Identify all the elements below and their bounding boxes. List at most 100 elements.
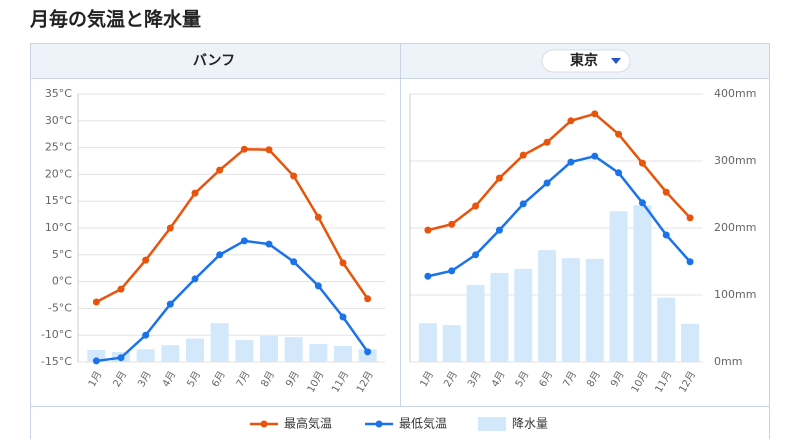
precip-bar <box>136 349 155 362</box>
dropdown-arrow[interactable] <box>611 58 621 64</box>
legend-label: 降水量 <box>512 417 548 431</box>
temp-point <box>543 179 551 187</box>
precip-bar <box>334 345 352 362</box>
temp-point <box>290 258 298 266</box>
temp-point <box>314 213 322 221</box>
temp-point <box>472 251 480 259</box>
tick-label: 0mm <box>714 355 742 368</box>
temp-point <box>519 151 527 159</box>
temp-point <box>216 251 224 259</box>
city-dropdown[interactable] <box>541 49 631 73</box>
temp-point <box>92 298 100 306</box>
tick-label: 100mm <box>714 288 756 301</box>
temp-point <box>166 300 174 308</box>
temp-point <box>472 202 480 210</box>
temp-point <box>191 275 199 283</box>
tick-label: 300mm <box>714 154 756 167</box>
temp-point <box>424 272 432 280</box>
precip-bar <box>561 258 580 362</box>
page-title: 月毎の気温と降水量 <box>29 8 201 31</box>
precip-bar <box>442 325 461 362</box>
precip-bar <box>466 284 485 362</box>
temp-point <box>339 259 347 267</box>
chart-title: 東京 <box>570 52 598 69</box>
tick-label: 200mm <box>714 221 756 234</box>
temp-point <box>448 220 456 228</box>
temp-point <box>117 285 125 293</box>
precip-bar <box>161 345 180 362</box>
temp-point <box>364 295 372 303</box>
temp-point <box>117 354 125 362</box>
tick-label: 400mm <box>714 87 756 100</box>
precip-bar <box>186 338 204 362</box>
temp-point <box>290 172 298 180</box>
precip-bar <box>538 250 557 362</box>
tick-label: 10°C <box>45 221 72 234</box>
precip-bar <box>585 258 604 362</box>
temp-point <box>265 146 273 154</box>
temp-point <box>314 282 322 290</box>
temp-line <box>96 239 369 363</box>
temp-point <box>495 226 503 234</box>
precip-bar <box>418 323 437 362</box>
precip-bar <box>681 323 700 362</box>
tick-label: 20°C <box>45 167 72 180</box>
temp-point <box>142 331 150 339</box>
tick-label: 30°C <box>45 114 72 127</box>
precip-bar <box>284 337 303 362</box>
temp-point <box>638 159 646 167</box>
tick-label: 35°C <box>45 87 72 100</box>
precip-bar <box>210 323 229 362</box>
precip-bar <box>309 343 328 362</box>
precip-bar <box>358 349 377 362</box>
temp-point <box>424 226 432 234</box>
legend-label: 最高気温 <box>284 416 332 431</box>
temp-point <box>166 224 174 232</box>
temp-point <box>191 189 199 197</box>
tick-label: 25°C <box>45 141 72 154</box>
temp-point <box>567 117 575 125</box>
precip-bar <box>490 272 509 362</box>
tick-label: -15°C <box>41 355 72 368</box>
temp-point <box>265 240 273 248</box>
precip-bar <box>657 297 676 362</box>
temp-line <box>427 154 692 278</box>
precip-bar <box>514 268 533 362</box>
temp-point <box>662 231 670 239</box>
temp-point <box>142 256 150 264</box>
temp-point <box>615 169 623 177</box>
legend-swatch <box>375 420 383 428</box>
precip-bar <box>87 349 106 362</box>
temp-point <box>216 166 224 174</box>
tick-label: -10°C <box>41 328 72 341</box>
temp-point <box>543 138 551 146</box>
chart-title: バンフ <box>193 53 235 69</box>
tick-label: 5°C <box>52 248 72 261</box>
temp-point <box>339 313 347 321</box>
precip-bar <box>633 205 652 362</box>
precip-bar <box>609 211 628 362</box>
temp-point <box>686 258 694 266</box>
temp-line <box>95 147 369 304</box>
temp-point <box>591 152 599 160</box>
temp-point <box>448 267 456 275</box>
tick-label: 0°C <box>52 275 72 288</box>
temp-point <box>364 348 372 356</box>
temp-point <box>615 130 623 138</box>
legend-swatch <box>478 417 506 431</box>
temp-point <box>567 158 575 166</box>
legend-swatch <box>260 420 268 428</box>
temp-point <box>662 188 670 196</box>
tick-label: 15°C <box>45 194 72 207</box>
temp-point <box>92 357 100 365</box>
tick-label: -5°C <box>48 301 72 314</box>
precip-bar <box>235 339 254 362</box>
temp-point <box>591 110 599 118</box>
legend-label: 最低気温 <box>399 416 447 431</box>
temp-point <box>240 145 248 153</box>
temp-point <box>638 199 646 207</box>
temp-line <box>427 112 692 232</box>
temp-point <box>495 174 503 182</box>
